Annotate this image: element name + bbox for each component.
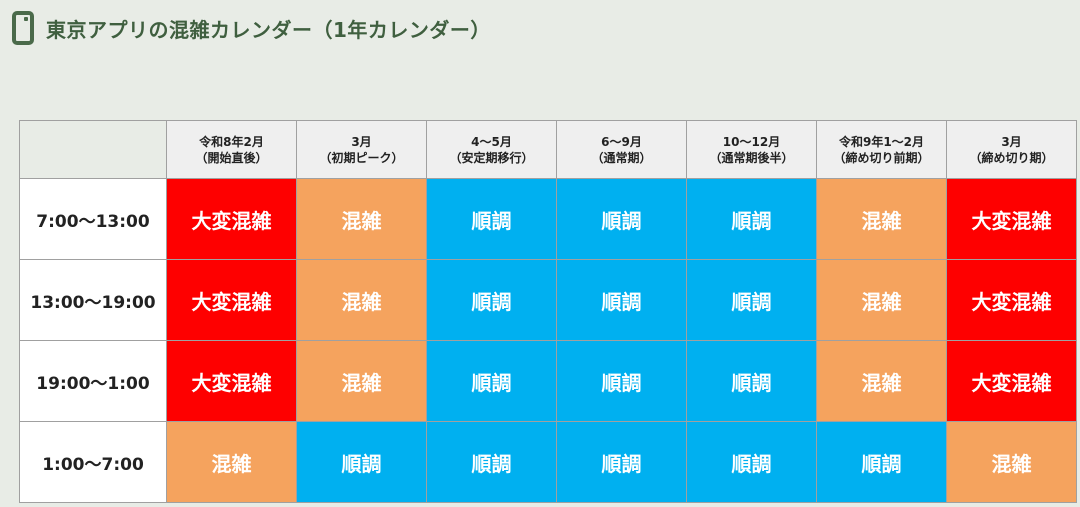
column-header-period: 令和9年1～2月 xyxy=(838,134,925,149)
time-slot-label: 7:00～13:00 xyxy=(19,178,167,260)
status-cell-smooth: 順調 xyxy=(296,421,427,503)
status-cell-very-busy: 大変混雑 xyxy=(946,259,1077,341)
status-cell-very-busy: 大変混雑 xyxy=(166,259,297,341)
status-cell-busy: 混雑 xyxy=(816,178,947,260)
column-header: 10～12月 （通常期後半） xyxy=(686,120,817,179)
column-header-phase: （通常期） xyxy=(591,150,652,165)
status-cell-smooth: 順調 xyxy=(426,340,557,422)
column-header: 3月 （締め切り期） xyxy=(946,120,1077,179)
column-header-period: 令和8年2月 xyxy=(199,134,264,149)
column-header-phase: （開始直後） xyxy=(195,150,268,165)
table-row: 19:00～1:00 大変混雑 混雑 順調 順調 順調 混雑 大変混雑 xyxy=(19,340,1077,422)
status-cell-smooth: 順調 xyxy=(686,340,817,422)
status-cell-very-busy: 大変混雑 xyxy=(166,178,297,260)
column-header-phase: （通常期後半） xyxy=(709,150,794,165)
status-cell-smooth: 順調 xyxy=(426,178,557,260)
table-row: 7:00～13:00 大変混雑 混雑 順調 順調 順調 混雑 大変混雑 xyxy=(19,178,1077,260)
status-cell-smooth: 順調 xyxy=(426,421,557,503)
table-body: 7:00～13:00 大変混雑 混雑 順調 順調 順調 混雑 大変混雑 13:00～19:00 大… xyxy=(19,178,1077,503)
status-cell-busy: 混雑 xyxy=(296,259,427,341)
status-cell-smooth: 順調 xyxy=(686,421,817,503)
column-header-period: 10～12月 xyxy=(722,134,781,149)
status-cell-busy: 混雑 xyxy=(816,259,947,341)
status-cell-busy: 混雑 xyxy=(816,340,947,422)
status-cell-busy: 混雑 xyxy=(166,421,297,503)
column-header-period: 4～5月 xyxy=(471,134,512,149)
status-cell-busy: 混雑 xyxy=(296,340,427,422)
status-cell-smooth: 順調 xyxy=(556,421,687,503)
status-cell-smooth: 順調 xyxy=(556,259,687,341)
column-header-period: 3月 xyxy=(351,134,372,149)
status-cell-busy: 混雑 xyxy=(296,178,427,260)
status-cell-very-busy: 大変混雑 xyxy=(946,340,1077,422)
column-header-period: 6～9月 xyxy=(601,134,642,149)
column-header-phase: （締め切り期） xyxy=(969,150,1054,165)
column-header: 令和9年1～2月 （締め切り前期） xyxy=(816,120,947,179)
time-slot-label: 19:00～1:00 xyxy=(19,340,167,422)
status-cell-smooth: 順調 xyxy=(556,178,687,260)
time-slot-label: 1:00～7:00 xyxy=(19,421,167,503)
column-header: 3月 （初期ピーク） xyxy=(296,120,427,179)
column-header-phase: （安定期移行） xyxy=(449,150,534,165)
status-cell-very-busy: 大変混雑 xyxy=(946,178,1077,260)
column-header-phase: （締め切り前期） xyxy=(833,150,930,165)
time-slot-label: 13:00～19:00 xyxy=(19,259,167,341)
table-row: 13:00～19:00 大変混雑 混雑 順調 順調 順調 混雑 大変混雑 xyxy=(19,259,1077,341)
status-cell-busy: 混雑 xyxy=(946,421,1077,503)
header-corner xyxy=(19,120,167,179)
status-cell-smooth: 順調 xyxy=(426,259,557,341)
column-header: 令和8年2月 （開始直後） xyxy=(166,120,297,179)
status-cell-very-busy: 大変混雑 xyxy=(166,340,297,422)
table-row: 1:00～7:00 混雑 順調 順調 順調 順調 順調 混雑 xyxy=(19,421,1077,503)
status-cell-smooth: 順調 xyxy=(686,178,817,260)
status-cell-smooth: 順調 xyxy=(816,421,947,503)
column-header-period: 3月 xyxy=(1001,134,1022,149)
column-header: 4～5月 （安定期移行） xyxy=(426,120,557,179)
congestion-calendar-table: 令和8年2月 （開始直後） 3月 （初期ピーク） 4～5月 （安定期移行） 6～9月 （通常期… xyxy=(19,120,1077,503)
table-header-row: 令和8年2月 （開始直後） 3月 （初期ピーク） 4～5月 （安定期移行） 6～9月 （通常期… xyxy=(19,120,1077,179)
page-title: 東京アプリの混雑カレンダー（1年カレンダー） xyxy=(46,17,491,42)
status-cell-smooth: 順調 xyxy=(686,259,817,341)
page-header: 東京アプリの混雑カレンダー（1年カレンダー） xyxy=(12,6,491,50)
column-header: 6～9月 （通常期） xyxy=(556,120,687,179)
phone-icon xyxy=(12,11,34,45)
status-cell-smooth: 順調 xyxy=(556,340,687,422)
column-header-phase: （初期ピーク） xyxy=(319,150,404,165)
